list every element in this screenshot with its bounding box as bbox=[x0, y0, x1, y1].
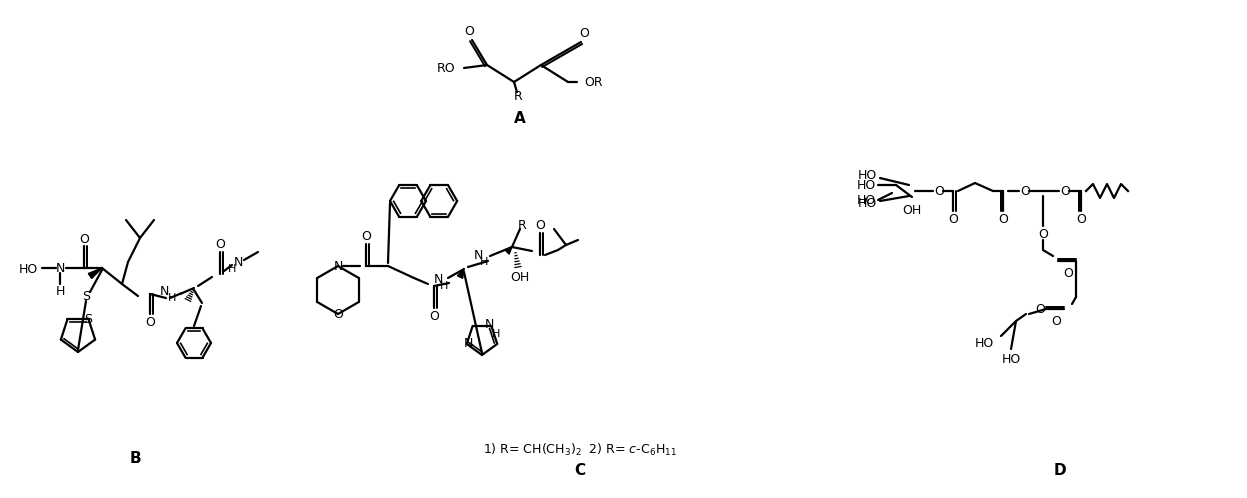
Text: 1) R= CH(CH$_3$)$_2$  2) R= $c$-C$_6$H$_{11}$: 1) R= CH(CH$_3$)$_2$ 2) R= $c$-C$_6$H$_{… bbox=[483, 442, 677, 458]
Text: H: H bbox=[168, 293, 176, 303]
Text: O: O bbox=[333, 307, 343, 321]
Text: H: H bbox=[228, 264, 236, 274]
Text: O: O bbox=[998, 213, 1008, 226]
Text: N: N bbox=[464, 338, 474, 351]
Text: O: O bbox=[1020, 184, 1030, 198]
Text: O: O bbox=[1062, 266, 1072, 279]
Text: O: O bbox=[1076, 213, 1086, 226]
Text: S: S bbox=[85, 313, 92, 326]
Text: S: S bbox=[82, 289, 90, 302]
Text: R: R bbox=[514, 90, 522, 103]
Text: O: O bbox=[1038, 228, 1047, 241]
Text: HO: HO bbox=[1001, 353, 1020, 366]
Text: O: O bbox=[535, 219, 545, 232]
Polygon shape bbox=[458, 269, 464, 278]
Text: B: B bbox=[130, 451, 141, 466]
Text: O: O bbox=[464, 24, 474, 37]
Text: H: H bbox=[493, 329, 500, 339]
Text: N: N bbox=[433, 272, 443, 285]
Text: A: A bbox=[514, 111, 526, 125]
Text: N: N bbox=[160, 284, 168, 297]
Text: N: N bbox=[474, 249, 483, 261]
Text: RO: RO bbox=[436, 61, 455, 75]
Text: OH: OH bbox=[510, 270, 530, 283]
Text: O: O bbox=[1035, 302, 1045, 316]
Text: HO: HO bbox=[858, 197, 877, 210]
Text: R: R bbox=[518, 219, 526, 232]
Text: O: O bbox=[934, 184, 944, 198]
Text: HO: HO bbox=[19, 262, 37, 275]
Text: O: O bbox=[948, 213, 958, 226]
Text: HO: HO bbox=[857, 194, 875, 207]
Text: N: N bbox=[233, 255, 243, 268]
Text: D: D bbox=[1054, 463, 1066, 478]
Text: O: O bbox=[362, 230, 370, 243]
Text: O: O bbox=[145, 316, 155, 329]
Text: N: N bbox=[333, 259, 343, 272]
Text: C: C bbox=[575, 463, 586, 478]
Text: O: O bbox=[579, 26, 589, 39]
Text: H: H bbox=[440, 281, 448, 291]
Text: H: H bbox=[55, 284, 65, 297]
Text: O: O bbox=[1051, 315, 1061, 328]
Text: O: O bbox=[214, 238, 224, 250]
Text: N: N bbox=[55, 261, 65, 274]
Text: HO: HO bbox=[857, 178, 875, 192]
Text: HO: HO bbox=[975, 337, 994, 350]
Text: OH: OH bbox=[903, 204, 922, 217]
Text: OR: OR bbox=[584, 76, 602, 89]
Text: O: O bbox=[429, 309, 439, 323]
Polygon shape bbox=[89, 268, 102, 278]
Text: O: O bbox=[1060, 184, 1070, 198]
Text: HO: HO bbox=[858, 168, 877, 181]
Text: O: O bbox=[79, 233, 89, 246]
Text: H: H bbox=[480, 257, 488, 267]
Text: N: N bbox=[485, 318, 494, 331]
Polygon shape bbox=[505, 247, 513, 254]
